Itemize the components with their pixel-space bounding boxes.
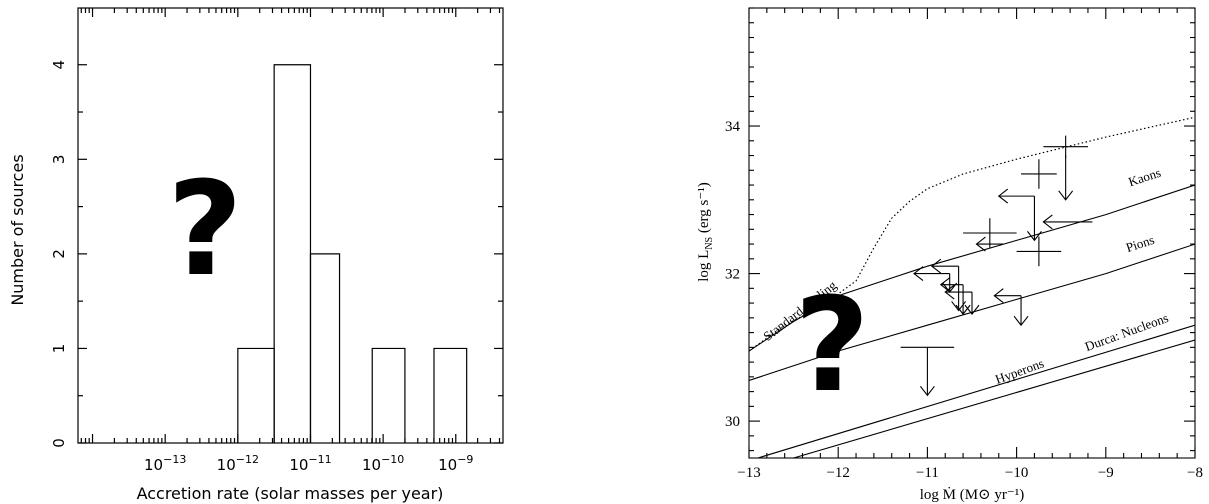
x-tick-label: 10−11 <box>289 453 331 474</box>
y-tick-label: 30 <box>725 414 740 430</box>
histogram-bar <box>237 347 275 443</box>
x-tick-label: −10 <box>1005 465 1028 481</box>
histogram-chart: 10−13 10−12 10−11 10−10 10−9 0 1 2 3 4 Accretion r… <box>8 7 504 503</box>
y-tick-label: 34 <box>725 119 741 135</box>
curve-label: Hyperons <box>993 355 1046 386</box>
arrow-head <box>964 304 980 316</box>
y-tick-label: 32 <box>725 267 740 283</box>
arrow-head <box>993 288 1004 304</box>
x-tick-label: −12 <box>826 465 849 481</box>
x-tick-label: 10−10 <box>362 453 404 474</box>
curve-durca-nucleons <box>757 324 1195 458</box>
plot-area <box>749 116 1195 458</box>
question-mark: ? <box>794 269 869 421</box>
plot-frame <box>77 7 504 444</box>
plot-frame <box>748 7 1196 459</box>
question-mark: ? <box>167 153 242 305</box>
x-tick-label: −8 <box>1187 465 1203 481</box>
y-tick-label: 2 <box>50 249 68 259</box>
x-tick-label: −9 <box>1098 465 1114 481</box>
arrow-head <box>1058 190 1074 201</box>
curve-kaons <box>749 184 1195 352</box>
y-tick-label: 1 <box>50 344 68 354</box>
curve-standard-cooling <box>749 116 1195 352</box>
x-tick-label: 10−12 <box>217 453 259 474</box>
curve-label: Durca: Nucleons <box>1083 310 1171 354</box>
arrow-head <box>1027 231 1042 242</box>
arrow-head <box>997 188 1009 204</box>
y-tick-label: 3 <box>50 155 68 165</box>
arrow-head <box>930 258 942 274</box>
curve-hyperons <box>793 339 1195 458</box>
histogram-bar <box>433 347 468 443</box>
arrow-head <box>944 284 955 300</box>
y-tick-label: 4 <box>50 60 68 70</box>
x-tick-label: −13 <box>737 465 760 481</box>
x-axis-label: log Ṁ (M⊙ yr⁻¹) <box>920 487 1025 503</box>
arrow-head <box>939 277 951 293</box>
y-axis-label: log LNS (erg s⁻¹) <box>696 182 715 282</box>
x-tick-label: −11 <box>916 465 939 481</box>
arrow-head <box>1042 214 1053 230</box>
x-axis-label: Accretion rate (solar masses per year) <box>137 484 444 503</box>
y-axis-label: Number of sources <box>8 154 27 305</box>
histogram-bar <box>371 347 406 443</box>
arrow-head <box>975 236 986 252</box>
histogram-bar <box>309 253 341 443</box>
y-tick-label: 0 <box>50 438 68 448</box>
histogram-bar <box>273 64 312 443</box>
curve-label: Pions <box>1124 232 1156 255</box>
x-tick-label: 10−13 <box>144 453 186 474</box>
x-tick-label: 10−9 <box>438 453 473 474</box>
arrow-head <box>919 385 935 397</box>
curve-label: Kaons <box>1126 165 1162 190</box>
arrow-head <box>913 266 924 282</box>
arrow-head <box>1013 315 1029 327</box>
